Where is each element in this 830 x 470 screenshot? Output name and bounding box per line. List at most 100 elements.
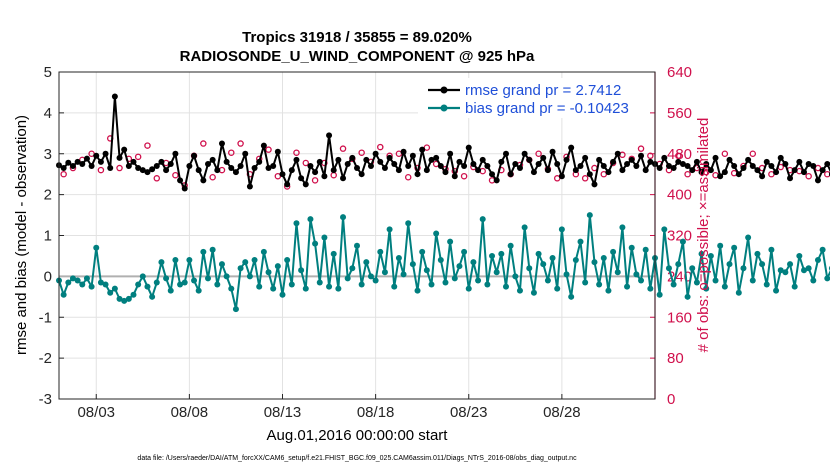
point-bias: [232, 306, 239, 313]
point-rmse: [358, 171, 365, 178]
point-rmse: [344, 160, 351, 167]
point-rmse: [447, 150, 454, 157]
point-rmse: [670, 165, 677, 172]
point-bias: [195, 287, 202, 294]
point-bias: [591, 259, 598, 266]
point-bias: [451, 275, 458, 282]
point-rmse: [312, 169, 319, 176]
point-bias: [344, 275, 351, 282]
point-bias: [475, 277, 482, 284]
x-axis-label: Aug.01,2016 00:00:00 start: [267, 427, 449, 444]
point-rmse: [405, 163, 412, 170]
point-rmse: [787, 175, 794, 182]
point-rmse: [237, 163, 244, 170]
point-bias: [121, 297, 128, 304]
point-bias: [596, 281, 603, 288]
point-rmse: [302, 181, 309, 188]
point-bias: [419, 248, 426, 255]
point-bias: [777, 267, 784, 274]
x-tick-label: 08/03: [77, 404, 115, 421]
point-rmse: [568, 144, 575, 151]
x-tick-label: 08/13: [264, 404, 302, 421]
point-rmse: [582, 154, 589, 161]
point-bias: [381, 269, 388, 276]
point-bias: [288, 281, 295, 288]
point-rmse: [782, 160, 789, 167]
legend-bias-label: bias grand pr = -0.10423: [465, 100, 629, 117]
point-bias: [768, 246, 775, 253]
point-bias: [409, 261, 416, 268]
point-bias: [298, 267, 305, 274]
point-bias: [293, 220, 300, 227]
point-bias: [349, 265, 356, 272]
obs-possible-point: [637, 145, 645, 152]
point-rmse: [298, 175, 305, 182]
point-bias: [335, 285, 342, 292]
point-rmse: [107, 165, 114, 172]
point-bias: [354, 242, 360, 249]
y-tick-label: 5: [44, 64, 52, 81]
point-bias: [568, 293, 575, 300]
point-bias: [321, 234, 328, 241]
point-rmse: [591, 181, 598, 188]
point-rmse: [284, 181, 291, 188]
point-bias: [191, 277, 198, 284]
point-rmse: [475, 167, 482, 174]
point-bias: [265, 269, 272, 276]
point-rmse: [605, 169, 612, 176]
point-rmse: [633, 163, 640, 170]
point-bias: [163, 275, 170, 282]
point-rmse: [386, 154, 393, 161]
point-bias: [209, 246, 216, 253]
point-rmse: [749, 163, 756, 170]
point-rmse: [242, 150, 249, 157]
point-rmse: [260, 142, 267, 149]
point-rmse: [679, 160, 686, 167]
point-bias: [605, 287, 612, 294]
point-rmse: [246, 183, 253, 190]
point-rmse: [102, 150, 109, 157]
point-rmse: [218, 140, 225, 147]
y-right-tick-label: 480: [667, 146, 692, 163]
point-bias: [279, 291, 286, 298]
point-rmse: [647, 158, 654, 165]
point-rmse: [205, 160, 211, 167]
point-bias: [223, 273, 230, 280]
y-tick-label: 0: [44, 268, 52, 285]
y-right-tick-label: 640: [667, 64, 692, 81]
x-tick-label: 08/23: [450, 404, 488, 421]
point-bias: [470, 259, 477, 266]
point-rmse: [167, 160, 174, 167]
point-bias: [693, 279, 700, 286]
point-rmse: [228, 165, 235, 172]
obs-possible-point: [97, 166, 105, 174]
point-rmse: [400, 148, 407, 155]
point-rmse: [563, 156, 570, 163]
y-right-tick-label: 160: [667, 309, 692, 326]
point-rmse: [428, 156, 435, 163]
point-rmse: [777, 154, 784, 161]
point-bias: [437, 257, 444, 264]
point-bias: [116, 295, 123, 302]
point-rmse: [479, 156, 486, 163]
point-rmse: [83, 155, 90, 162]
point-rmse: [801, 169, 807, 176]
point-rmse: [735, 171, 742, 178]
point-rmse: [684, 163, 691, 170]
point-bias: [377, 248, 384, 255]
x-tick-label: 08/08: [171, 404, 209, 421]
point-bias: [647, 285, 654, 292]
point-bias: [186, 257, 193, 264]
point-bias: [88, 283, 95, 290]
point-rmse: [316, 158, 323, 165]
point-rmse: [367, 163, 374, 170]
point-rmse: [191, 152, 198, 159]
point-rmse: [265, 165, 272, 172]
point-rmse: [600, 163, 607, 170]
point-bias: [326, 283, 333, 290]
point-rmse: [195, 167, 202, 174]
point-bias: [260, 248, 267, 255]
point-rmse: [489, 171, 496, 178]
series-group: [56, 93, 830, 313]
